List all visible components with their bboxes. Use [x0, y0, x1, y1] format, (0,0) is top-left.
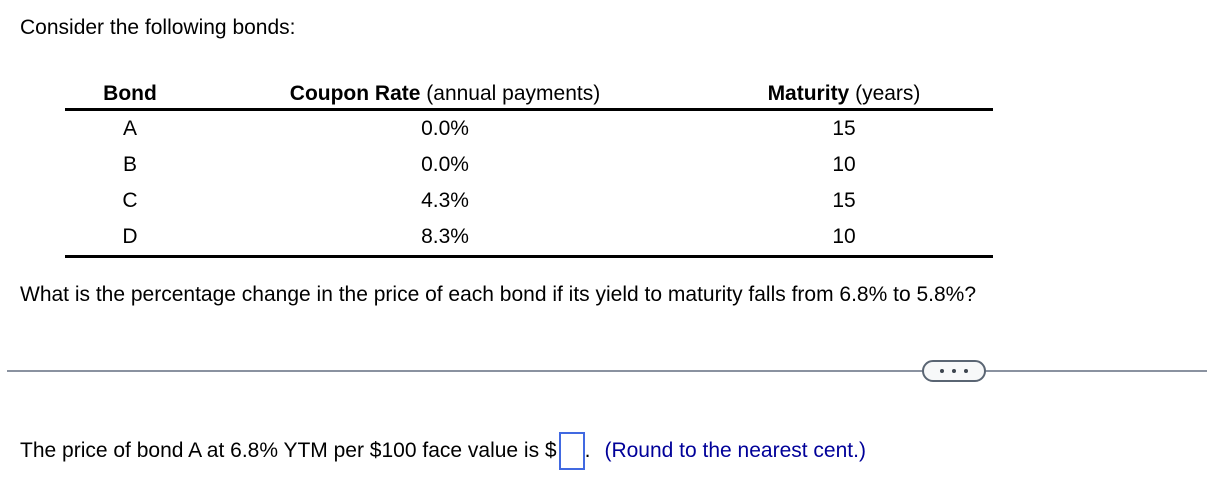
column-header-maturity: Maturity (years): [695, 82, 993, 106]
section-divider: [7, 370, 1207, 372]
table-row-bond-a: A 0.0% 15: [65, 111, 993, 147]
answer-row: The price of bond A at 6.8% YTM per $100…: [20, 431, 866, 471]
column-header-coupon-rate-title: Coupon Rate: [289, 82, 421, 105]
ellipsis-icon: [940, 369, 968, 373]
cell-coupon-rate: 0.0%: [421, 117, 469, 140]
column-header-bond: Bond: [65, 82, 195, 106]
table-row-bond-b: B 0.0% 10: [65, 147, 993, 183]
cell-bond: A: [122, 117, 137, 140]
column-header-bond-title: Bond: [103, 82, 157, 105]
cell-bond: B: [122, 153, 137, 176]
table-body: A 0.0% 15 B 0.0% 10 C 4.3% 15 D 8.3% 10: [65, 111, 993, 258]
column-header-maturity-note: (years): [849, 82, 921, 105]
answer-period-text: .: [584, 439, 591, 462]
cell-coupon-rate: 8.3%: [421, 225, 469, 248]
cell-bond: D: [122, 225, 138, 248]
table-row-bond-d: D 8.3% 10: [65, 219, 993, 255]
cell-bond: C: [122, 189, 138, 212]
column-header-coupon-rate-note: (annual payments): [420, 82, 601, 105]
question-text: What is the percentage change in the pri…: [20, 283, 977, 306]
table-header-row: Bond Coupon Rate (annual payments) Matur…: [65, 76, 993, 111]
cell-maturity: 10: [832, 225, 856, 248]
cell-coupon-rate: 4.3%: [421, 189, 469, 212]
answer-prompt-text: The price of bond A at 6.8% YTM per $100…: [20, 439, 557, 462]
cell-maturity: 10: [832, 153, 856, 176]
column-header-maturity-title: Maturity: [767, 82, 850, 105]
rounding-instruction-text: (Round to the nearest cent.): [604, 439, 866, 462]
divider-ellipsis-button[interactable]: [922, 360, 986, 382]
bond-table: Bond Coupon Rate (annual payments) Matur…: [65, 76, 993, 258]
cell-maturity: 15: [832, 189, 856, 212]
answer-input[interactable]: [558, 432, 585, 470]
table-row-bond-c: C 4.3% 15: [65, 183, 993, 219]
cell-maturity: 15: [832, 117, 856, 140]
cell-coupon-rate: 0.0%: [421, 153, 469, 176]
intro-text: Consider the following bonds:: [20, 16, 296, 39]
column-header-coupon-rate: Coupon Rate (annual payments): [195, 82, 695, 106]
